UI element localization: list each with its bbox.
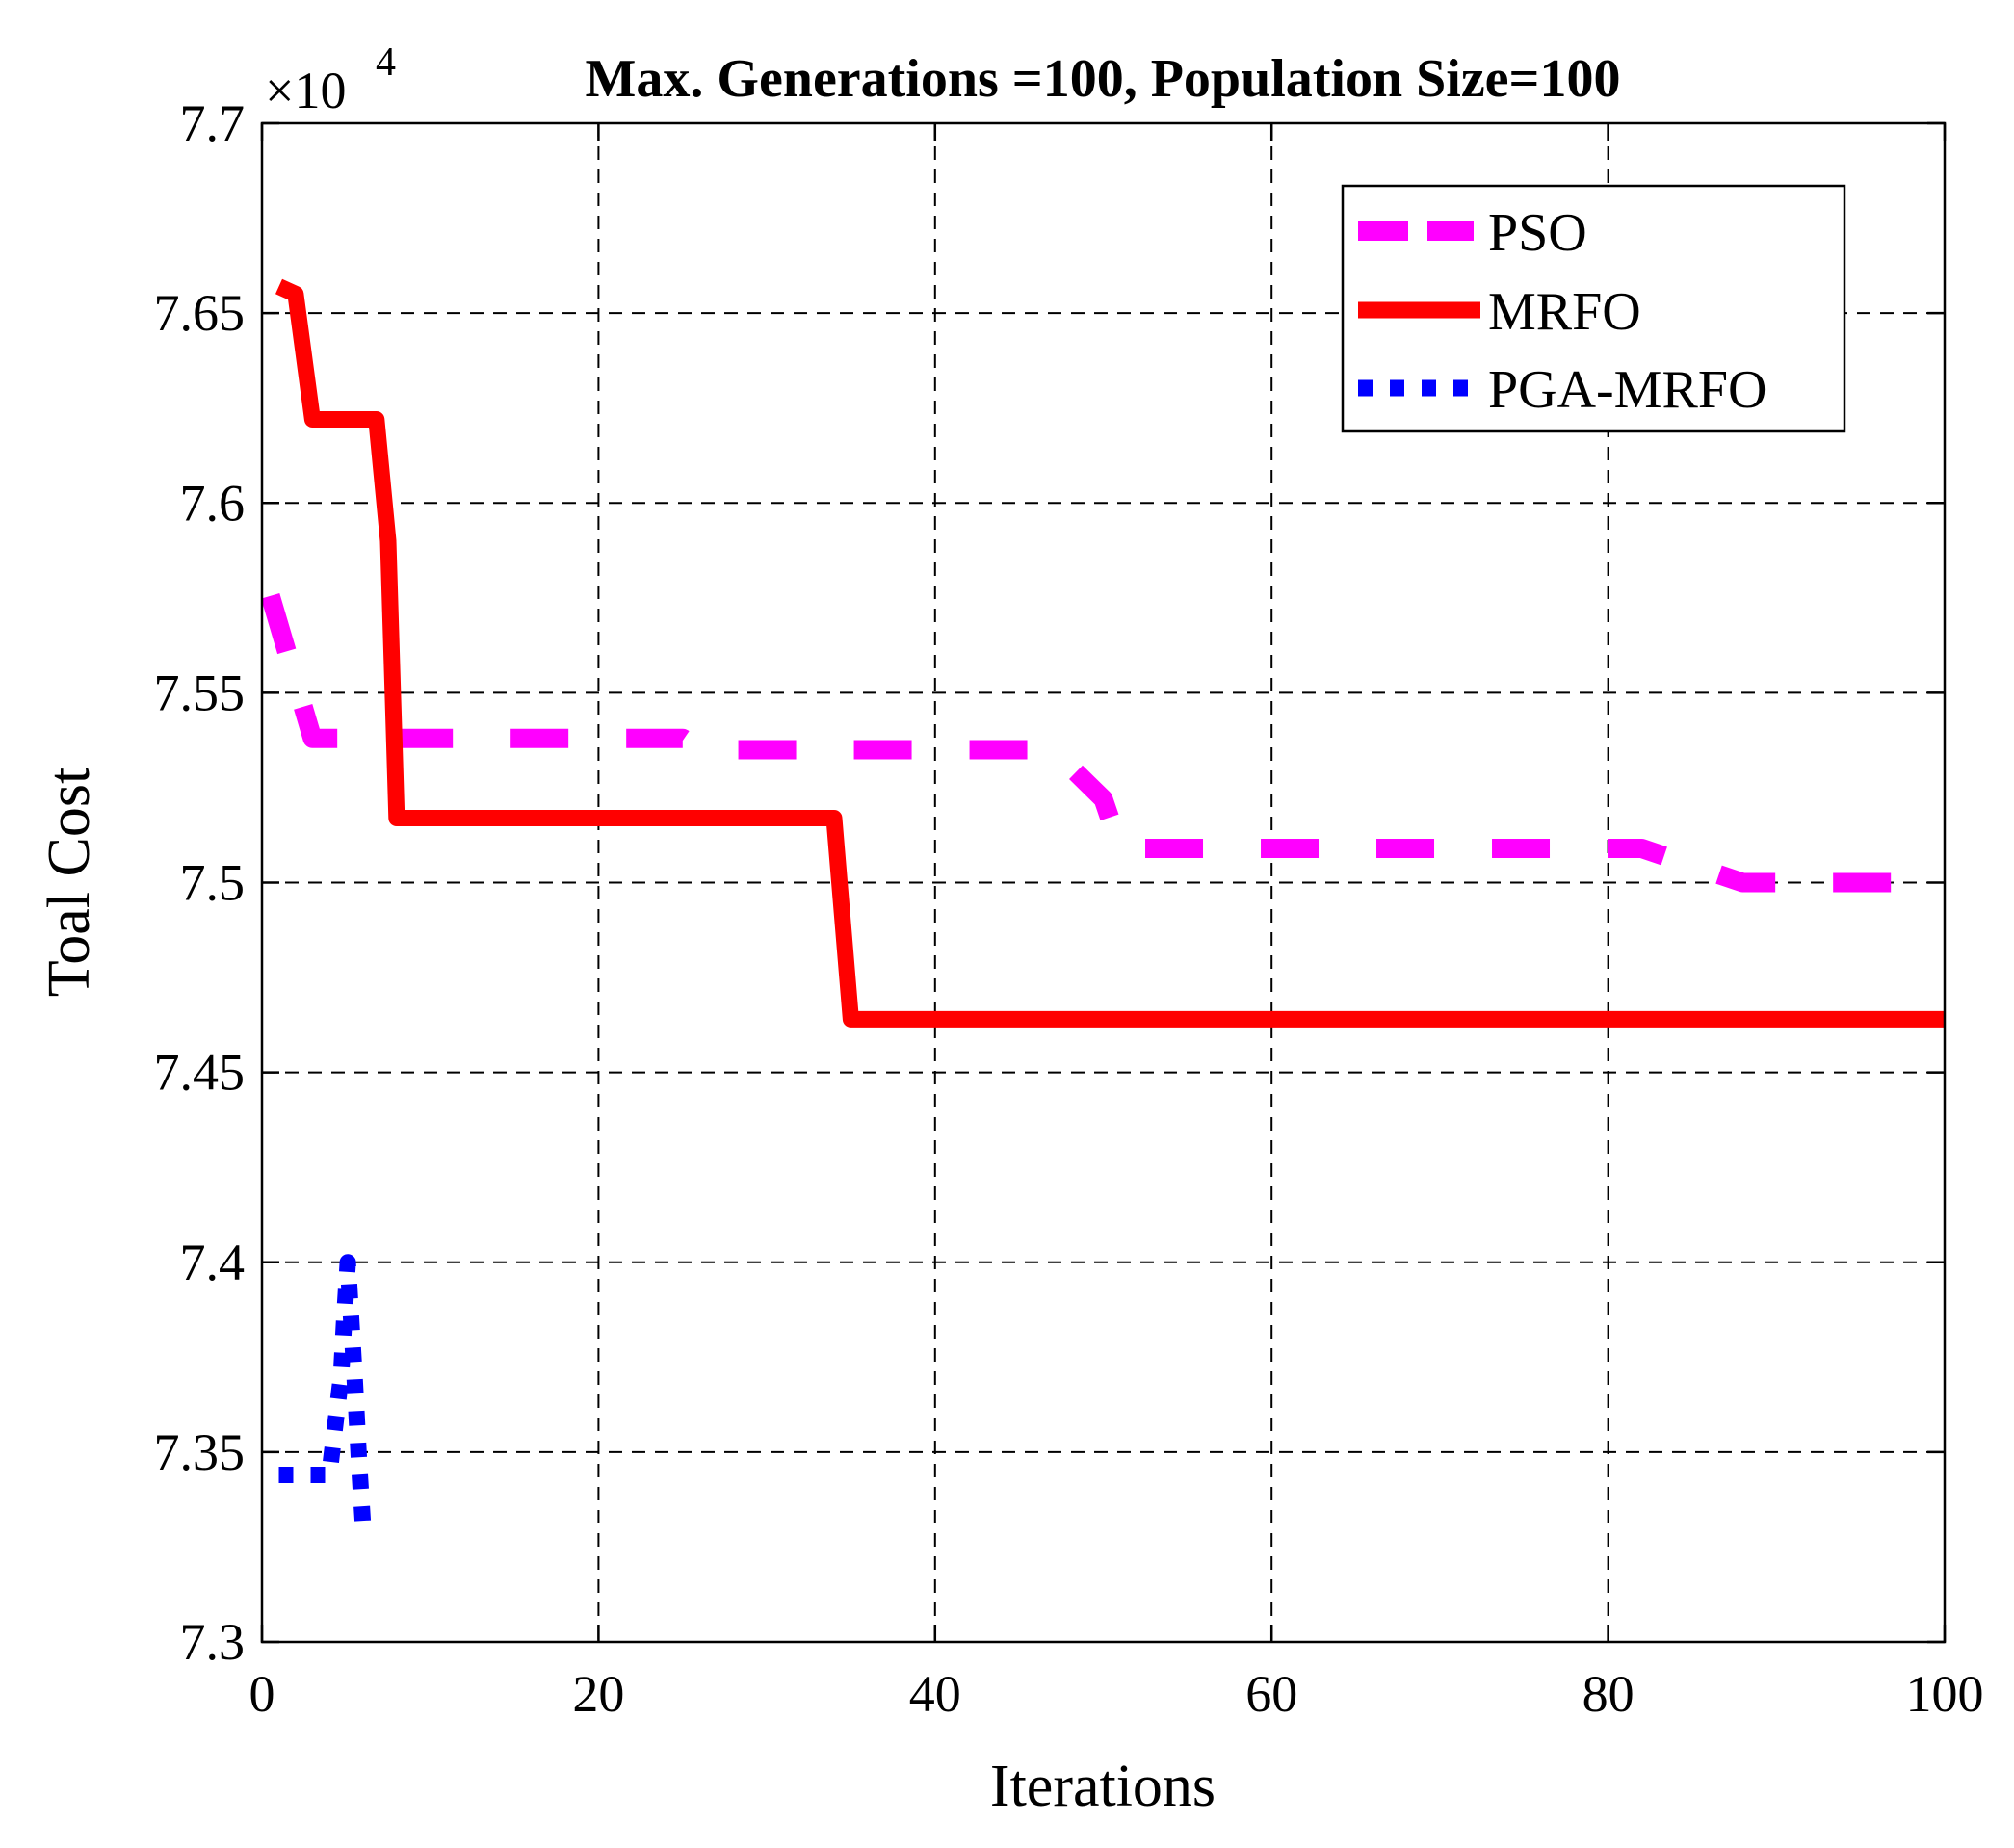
y-tick-label: 7.65 — [154, 284, 246, 342]
y-tick-label: 7.4 — [180, 1234, 246, 1291]
series-line-mrfo — [275, 278, 1945, 1028]
y-tick-label: 7.45 — [154, 1044, 246, 1102]
x-tick-label: 0 — [249, 1665, 275, 1723]
y-tick-label: 7.3 — [180, 1613, 246, 1671]
series-line-pga-mrfo — [278, 1254, 372, 1525]
y-axis-label: Toal Cost — [37, 768, 102, 998]
y-tick-label: 7.55 — [154, 664, 246, 721]
x-tick-label: 20 — [572, 1665, 624, 1723]
grid — [262, 123, 1945, 1642]
series-line-pso — [262, 592, 1945, 893]
x-tick-label: 100 — [1906, 1665, 1984, 1723]
legend: PSO MRFO PGA-MRFO — [1341, 184, 1846, 433]
x-axis-label: Iterations — [990, 1754, 1216, 1819]
legend-label-pga-mrfo: PGA-MRFO — [1488, 360, 1766, 420]
y-multiplier-exponent: 4 — [376, 40, 396, 85]
y-tick-label: 7.7 — [180, 94, 246, 152]
y-tick-label: 7.35 — [154, 1423, 246, 1481]
legend-label-pso: PSO — [1488, 203, 1587, 263]
legend-label-mrfo: MRFO — [1488, 282, 1641, 342]
x-tick-label: 60 — [1245, 1665, 1297, 1723]
ticks: 0 20 40 60 80 100 7.3 7.35 7.4 7.45 7.5 7.55 7.6 7.65… — [154, 94, 1984, 1723]
y-tick-label: 7.5 — [180, 854, 246, 912]
x-tick-label: 80 — [1582, 1665, 1635, 1723]
series-group — [262, 278, 1945, 1525]
y-multiplier-base: ×10 — [265, 62, 346, 119]
y-tick-label: 7.6 — [180, 474, 246, 532]
chart-title: Max. Generations =100, Population Size=1… — [586, 49, 1621, 109]
x-tick-label: 40 — [909, 1665, 961, 1723]
